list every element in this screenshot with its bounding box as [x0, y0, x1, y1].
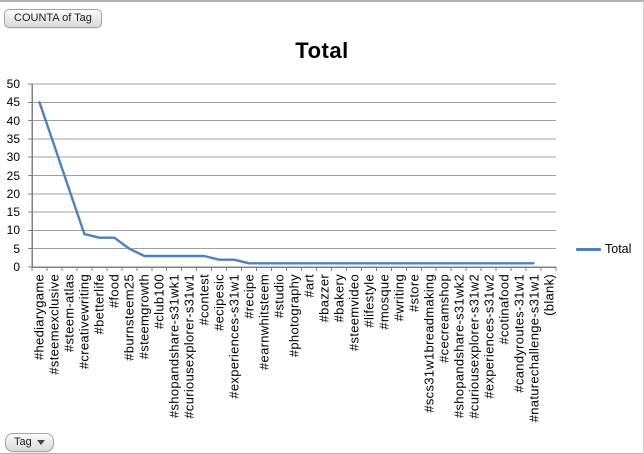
y-axis-tick-label: 30: [6, 150, 20, 165]
x-axis-category-label: #curiousexplorer-s31w2: [466, 274, 482, 419]
x-axis-category-label: #shopandshare-s31wk1: [166, 274, 182, 419]
x-axis-category-label: #cotinafood: [496, 274, 512, 345]
x-axis-category-label: #studio: [271, 274, 287, 319]
x-axis-category-label: #writing: [391, 274, 407, 322]
x-axis-category-label: #candyroutes-31w1: [511, 274, 527, 393]
y-axis-tick-label: 10: [6, 223, 20, 238]
y-axis-tick-label: 15: [6, 205, 20, 220]
y-axis-tick-label: 5: [13, 241, 20, 256]
y-axis-tick-label: 25: [6, 168, 20, 183]
dropdown-arrow-icon: [36, 440, 45, 445]
y-axis-tick-label: 35: [6, 131, 20, 146]
series-line-total[interactable]: [38, 101, 535, 265]
x-axis-category-label: #burnsteem25: [121, 274, 137, 361]
x-axis-category-label: #curiousexplorer-s31w1: [181, 274, 197, 419]
y-axis-tick-label: 45: [6, 95, 20, 110]
x-axis-category-label: #steemgrowth: [136, 274, 152, 360]
y-axis-tick-label: 20: [6, 186, 20, 201]
x-axis-category-label: #experiences-s31w2: [481, 274, 497, 399]
x-axis-category-label: #experiences-s31w1: [226, 274, 242, 399]
x-axis-category-label: #cecreamshop: [436, 274, 452, 363]
x-axis-category-label: #food: [106, 274, 122, 309]
x-axis-category-label: #recipe: [241, 274, 257, 319]
x-axis-category-label: #creativewriting: [76, 274, 92, 370]
legend-series-label: Total: [605, 242, 632, 256]
x-axis-category-label: #betterlife: [91, 274, 107, 335]
tag-filter-label: Tag: [14, 436, 32, 448]
tag-filter-dropdown-button[interactable]: Tag: [5, 433, 54, 452]
legend-series-line-icon: [576, 247, 601, 251]
pivot-field-button-counta-of-tag[interactable]: COUNTA of Tag: [4, 9, 102, 28]
x-axis-category-label: #shopandshare-s31wk2: [451, 274, 467, 419]
x-axis-category-label: #ecipesic: [211, 274, 227, 331]
x-axis-category-label: #steem-atlas: [61, 274, 77, 353]
y-axis-tick-label: 0: [13, 260, 20, 274]
chart-legend[interactable]: Total: [576, 242, 631, 256]
y-axis-tick-label: 50: [6, 77, 20, 91]
x-axis-category-label: #steemvideo: [346, 274, 362, 352]
x-axis-category-label: #bazzer: [316, 274, 332, 323]
chart-title[interactable]: Total: [295, 38, 349, 63]
x-axis-category-label: #scs31w1breadmaking: [421, 274, 437, 413]
y-axis-tick-label: 40: [6, 113, 20, 128]
x-axis-category-label: #club100: [151, 274, 167, 330]
x-axis-category-label: #naturechallenge-s31w1: [526, 274, 542, 423]
x-axis-category-label: #bakery: [331, 274, 347, 323]
x-axis-category-label: #steemexclusive: [46, 274, 62, 375]
pivot-field-button-label: COUNTA of Tag: [14, 12, 92, 24]
x-axis-category-label: #store: [406, 274, 422, 312]
x-axis-category-label: #hediarygame: [31, 274, 47, 360]
x-axis-category-label: #photography: [286, 274, 302, 358]
x-axis-category-label: #earnwhitsteem: [256, 274, 272, 370]
x-axis-category-label: #art: [301, 274, 317, 298]
x-axis-category-label: #mosque: [376, 274, 392, 330]
x-axis-category-label: (blank): [541, 274, 556, 316]
x-axis-category-label: #contest: [196, 274, 212, 326]
x-axis-category-label: #lifestyle: [361, 274, 377, 328]
